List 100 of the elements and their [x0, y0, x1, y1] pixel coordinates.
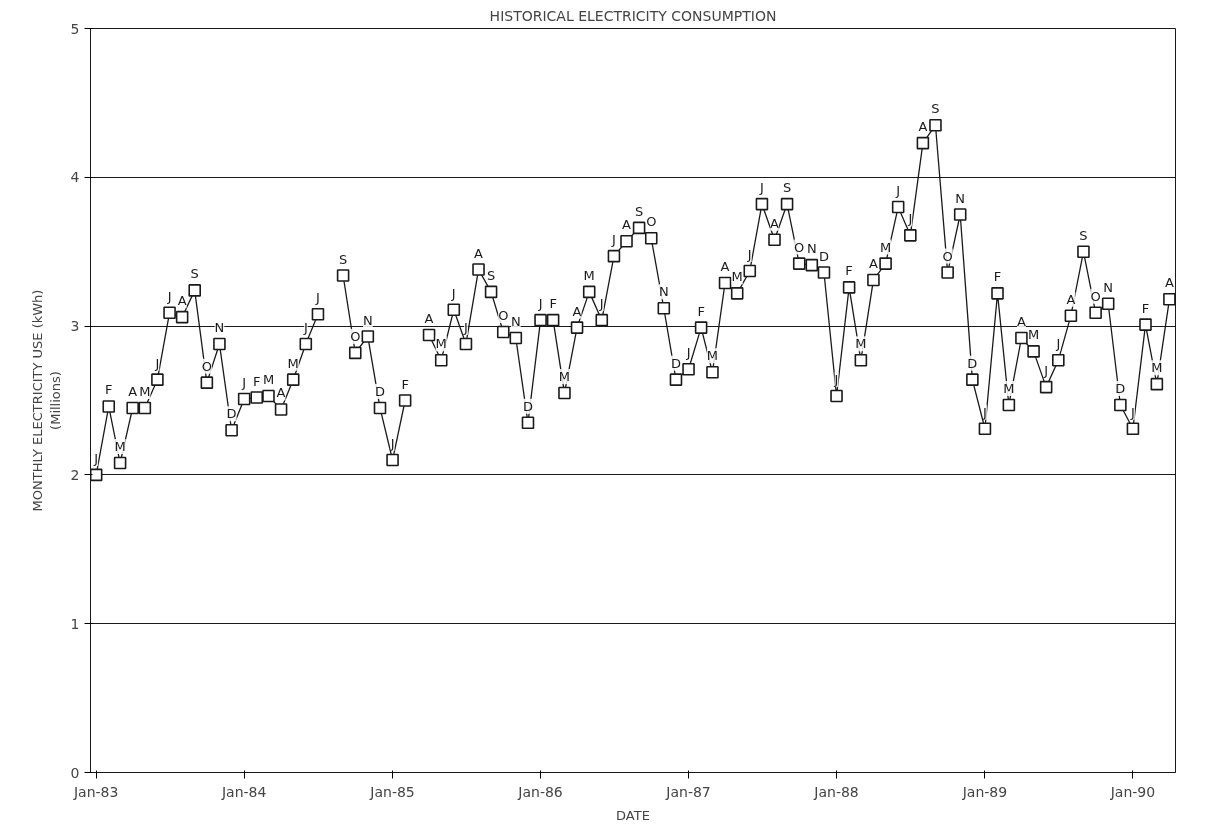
data-label: F [401, 376, 409, 392]
y-tick-label: 2 [70, 466, 80, 483]
data-label: J [982, 404, 987, 420]
x-tick-label: Jan-90 [1109, 783, 1156, 800]
x-tick-label: Jan-84 [220, 783, 267, 800]
data-label: M [287, 355, 299, 371]
data-label: J [166, 288, 172, 304]
y-axis-title: MONTHLY ELECTRICITY USE (kWh) (Millions) [29, 289, 63, 512]
x-tick-label: Jan-87 [665, 783, 711, 800]
data-label: O [201, 358, 212, 374]
data-label: M [1027, 327, 1040, 343]
data-label: A [770, 215, 780, 231]
data-label: S [338, 251, 348, 267]
data-label: A [424, 311, 434, 327]
y-tick-label: 5 [70, 20, 80, 37]
data-label: J [685, 345, 691, 361]
data-label: M [262, 372, 275, 388]
data-label: O [1090, 288, 1101, 304]
x-axis-title: DATE [616, 807, 650, 823]
data-label: O [942, 248, 953, 264]
data-label: A [868, 255, 878, 271]
data-label: A [1016, 314, 1026, 329]
data-label: S [190, 266, 199, 282]
data-label: F [1141, 300, 1150, 316]
data-label: D [1115, 380, 1126, 396]
data-label: F [549, 296, 557, 312]
data-label: D [522, 398, 533, 414]
data-label: J [759, 180, 764, 196]
y-tick-label: 0 [70, 764, 80, 781]
data-label: A [128, 383, 138, 399]
data-label: M [879, 239, 892, 255]
data-label: J [93, 450, 99, 466]
data-label: D [967, 355, 978, 371]
data-label: A [177, 293, 187, 309]
data-label: J [895, 183, 901, 199]
x-tick-label: Jan-83 [72, 783, 119, 800]
x-tick-label: Jan-86 [517, 783, 563, 800]
data-label: M [435, 336, 447, 352]
data-label: S [634, 203, 644, 219]
data-label: S [486, 267, 496, 283]
data-label: A [918, 119, 928, 135]
x-tick-label: Jan-88 [813, 783, 859, 800]
data-label: F [697, 303, 705, 319]
data-label: J [302, 319, 308, 335]
data-label: A [1164, 275, 1174, 291]
data-label: M [706, 348, 719, 364]
data-label: J [463, 319, 468, 335]
data-label: S [782, 180, 792, 196]
data-label: J [598, 296, 604, 312]
data-label: N [806, 241, 817, 257]
data-label: F [105, 382, 113, 398]
x-tick-label: Jan-89 [961, 783, 1008, 800]
data-label: S [931, 101, 940, 117]
data-label: O [646, 214, 657, 230]
data-label: J [537, 296, 543, 312]
data-label: F [845, 263, 853, 279]
data-label: A [474, 245, 484, 261]
data-label: N [214, 319, 225, 335]
data-label: A [572, 303, 582, 319]
data-label: F [253, 373, 261, 389]
data-label: N [658, 284, 669, 300]
data-label: M [139, 383, 151, 399]
data-label: J [1130, 404, 1135, 420]
x-tick-label: Jan-85 [369, 783, 415, 800]
data-label: O [350, 328, 361, 344]
data-label: J [241, 375, 247, 391]
data-label: M [558, 369, 571, 385]
data-label: M [1003, 380, 1015, 396]
data-label: J [833, 372, 839, 388]
data-label: D [818, 248, 829, 264]
y-tick-label: 4 [70, 169, 80, 186]
data-label: N [1103, 279, 1114, 295]
data-label: J [1043, 363, 1049, 379]
data-label: J [389, 436, 395, 452]
data-label: D [226, 406, 237, 422]
data-label: D [670, 355, 681, 371]
y-tick-label: 3 [70, 318, 80, 335]
data-label: N [362, 312, 373, 328]
data-label: M [731, 269, 743, 285]
data-label: S [1079, 227, 1088, 243]
data-label: N [510, 314, 521, 329]
data-label: J [1055, 336, 1061, 352]
data-label: A [1066, 291, 1076, 307]
data-label: M [1151, 360, 1163, 376]
data-label: M [855, 336, 867, 352]
data-label: O [498, 308, 509, 324]
data-label: N [955, 190, 966, 206]
data-label: J [746, 247, 752, 263]
data-label: M [583, 267, 595, 283]
data-label: A [622, 217, 632, 233]
data-label: M [114, 439, 126, 454]
data-label: J [450, 285, 456, 301]
data-label: A [276, 385, 286, 401]
data-label: F [993, 269, 1002, 285]
chart-title: HISTORICAL ELECTRICITY CONSUMPTION [489, 7, 777, 24]
data-label: O [794, 239, 805, 255]
y-tick-label: 1 [70, 615, 80, 632]
data-label: J [907, 211, 913, 227]
data-label: A [720, 258, 730, 274]
data-label: D [374, 383, 386, 399]
